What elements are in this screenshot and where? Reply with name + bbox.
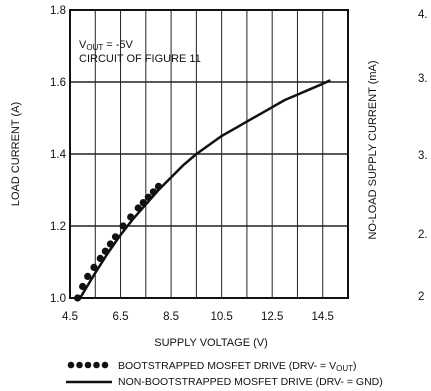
legend-dot bbox=[67, 361, 75, 369]
x-axis-label: SUPPLY VOLTAGE (V) bbox=[154, 337, 268, 349]
circuit-annotation: CIRCUIT OF FIGURE 11 bbox=[79, 53, 201, 65]
x-tick-label: 10.5 bbox=[210, 311, 232, 323]
vout-annotation-main: V bbox=[79, 39, 87, 51]
legend-bootstrapped-main: BOOTSTRAPPED MOSFET DRIVE (DRV- = V bbox=[118, 360, 336, 372]
right-y-axis-label: NO-LOAD SUPPLY CURRENT (mA) bbox=[367, 60, 379, 239]
legend-bootstrapped-label: BOOTSTRAPPED MOSFET DRIVE (DRV- = VOUT) bbox=[118, 360, 357, 373]
legend-dotted-marker bbox=[67, 361, 109, 369]
series-group bbox=[74, 79, 331, 302]
vout-annotation-sub: OUT bbox=[86, 43, 103, 52]
vout-annotation: VOUT = -5V bbox=[79, 39, 134, 52]
series-point-bootstrapped bbox=[90, 263, 98, 271]
right-partial-tick-label: 3. bbox=[418, 73, 428, 85]
right-partial-tick-labels: 4. 3. 3. 2. 2 bbox=[418, 9, 428, 303]
x-tick-label: 6.5 bbox=[113, 311, 129, 323]
y-tick-label: 1.6 bbox=[50, 77, 66, 89]
legend-dot bbox=[101, 361, 109, 369]
y-tick-label: 1.2 bbox=[50, 221, 66, 233]
legend: BOOTSTRAPPED MOSFET DRIVE (DRV- = VOUT) … bbox=[66, 360, 383, 388]
x-tick-label: 14.5 bbox=[312, 311, 334, 323]
y-tick-label: 1.4 bbox=[50, 149, 67, 161]
legend-dot bbox=[93, 361, 100, 369]
x-tick-label: 8.5 bbox=[163, 311, 179, 323]
right-partial-tick-label: 3. bbox=[418, 150, 428, 162]
series-line-non-bootstrapped bbox=[79, 79, 331, 299]
x-tick-label: 4.5 bbox=[62, 311, 78, 323]
legend-dot bbox=[84, 361, 92, 369]
series-point-bootstrapped bbox=[79, 282, 87, 291]
y-tick-label: 1.0 bbox=[50, 293, 66, 305]
plot-frame bbox=[69, 9, 349, 299]
legend-bootstrapped-end: ) bbox=[353, 360, 357, 372]
right-partial-tick-label: 2. bbox=[418, 229, 428, 241]
x-tick-label: 12.5 bbox=[261, 311, 283, 323]
y-axis-label: LOAD CURRENT (A) bbox=[10, 102, 22, 206]
x-tick-labels: 4.5 6.5 8.5 10.5 12.5 14.5 bbox=[62, 311, 334, 323]
legend-dot bbox=[76, 361, 83, 369]
series-point-bootstrapped bbox=[84, 272, 92, 280]
legend-bootstrapped-sub: OUT bbox=[336, 364, 353, 373]
right-partial-tick-label: 4. bbox=[418, 9, 428, 21]
y-tick-labels: 1.0 1.2 1.4 1.6 1.8 bbox=[50, 5, 67, 305]
y-tick-label: 1.8 bbox=[50, 5, 66, 17]
vout-annotation-value: = -5V bbox=[103, 39, 133, 51]
series-point-bootstrapped bbox=[74, 294, 82, 302]
legend-non-bootstrapped-label: NON-BOOTSTRAPPED MOSFET DRIVE (DRV- = GN… bbox=[118, 376, 383, 388]
right-partial-tick-label: 2 bbox=[418, 291, 424, 303]
